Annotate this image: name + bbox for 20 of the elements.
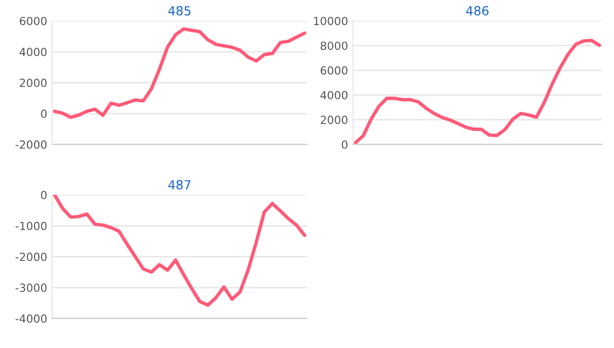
- y-tick-label: -1000: [16, 222, 47, 230]
- chart-title: 486: [466, 6, 489, 16]
- y-tick-label: 2000: [320, 116, 348, 124]
- y-tick-label: 4000: [320, 90, 348, 100]
- chart-title: 487: [168, 180, 190, 190]
- chart-title: 485: [168, 6, 190, 16]
- y-tick-label: 6000: [320, 66, 348, 75]
- y-tick-label: 0: [40, 110, 47, 118]
- y-tick-label: -2000: [16, 140, 47, 149]
- y-tick-label: -4000: [16, 314, 47, 323]
- y-tick-label: -3000: [16, 284, 47, 292]
- y-tick-label: 0: [40, 190, 47, 200]
- y-tick-label: 0: [342, 140, 348, 149]
- y-tick-label: 6000: [20, 16, 47, 26]
- y-tick-label: 2000: [20, 78, 47, 88]
- y-tick-label: 10000: [314, 16, 348, 26]
- y-tick-label: 4000: [20, 48, 47, 56]
- y-tick-label: -2000: [16, 252, 47, 262]
- y-tick-label: 8000: [320, 42, 348, 50]
- line-series: [52, 27, 306, 120]
